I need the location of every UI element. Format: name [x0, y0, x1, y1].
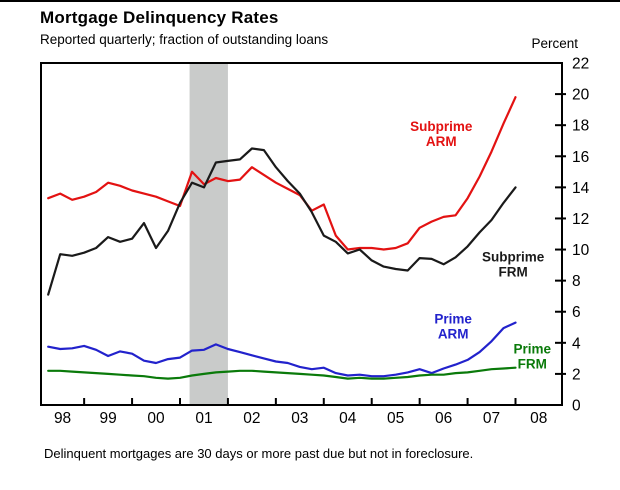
series-line-subprime-arm — [47, 96, 517, 251]
series-label-prime-arm: Prime — [434, 312, 472, 327]
y-axis-tick-label: 12 — [572, 211, 589, 228]
y-axis-tick-label: 8 — [572, 273, 581, 290]
x-axis-tick-label: 03 — [291, 410, 308, 427]
y-axis-tick-label: 4 — [572, 335, 581, 352]
y-axis-tick-label: 20 — [572, 87, 590, 104]
y-axis-tick-label: 0 — [572, 398, 581, 415]
y-axis-tick-label: 2 — [572, 366, 581, 383]
plot-frame — [40, 62, 563, 406]
series-label-subprime-arm: ARM — [426, 134, 457, 149]
series-label-prime-frm: FRM — [518, 356, 547, 371]
series-line-prime-arm — [47, 321, 517, 378]
series-label-subprime-frm: FRM — [498, 265, 527, 280]
x-axis-tick-label: 00 — [147, 410, 165, 427]
window-top-edge — [0, 0, 620, 2]
series-line-prime-frm — [47, 366, 517, 380]
series-line-subprime-frm — [47, 147, 517, 296]
x-axis-tick-label: 98 — [54, 410, 71, 427]
x-axis-tick-label: 07 — [483, 410, 500, 427]
series-label-subprime-arm: Subprime — [410, 119, 473, 134]
x-axis-tick-label: 01 — [195, 410, 212, 427]
chart-title: Mortgage Delinquency Rates — [40, 8, 279, 27]
y-axis-tick-label: 6 — [572, 304, 581, 321]
series-label-prime-arm: ARM — [438, 327, 469, 342]
x-axis-tick-label: 05 — [387, 410, 404, 427]
y-axis-tick-label: 14 — [572, 180, 590, 197]
recession-band — [189, 63, 228, 405]
y-axis-tick-label: 10 — [572, 242, 590, 259]
y-axis-unit-label: Percent — [531, 36, 578, 51]
y-axis-tick-label: 18 — [572, 118, 589, 135]
x-axis-tick-label: 06 — [435, 410, 452, 427]
y-axis-tick-label: 16 — [572, 149, 589, 166]
x-axis-tick-label: 99 — [99, 410, 116, 427]
chart-subtitle: Reported quarterly; fraction of outstand… — [40, 32, 329, 47]
x-axis-tick-label: 02 — [243, 410, 260, 427]
series-label-subprime-frm: Subprime — [482, 250, 545, 265]
series-label-prime-frm: Prime — [514, 341, 552, 356]
x-axis-tick-label: 04 — [339, 410, 357, 427]
y-axis-tick-label: 22 — [572, 56, 589, 73]
chart-footnote: Delinquent mortgages are 30 days or more… — [44, 446, 474, 461]
x-axis-tick-label: 08 — [530, 410, 547, 427]
